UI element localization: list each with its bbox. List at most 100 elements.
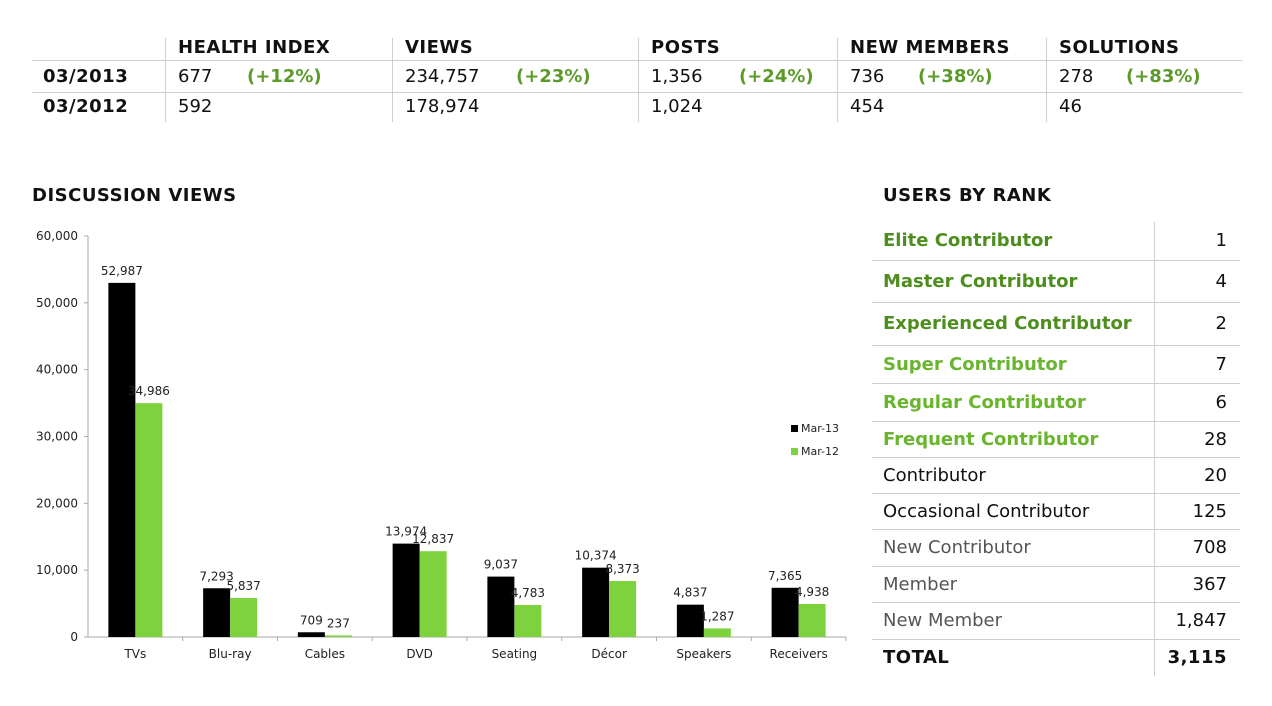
rank-column-divider xyxy=(1154,384,1155,421)
bar-mar-12-6 xyxy=(703,628,731,637)
views-2013: 234,757 xyxy=(405,66,480,87)
rank-count: 1 xyxy=(1215,230,1227,251)
data-label: 237 xyxy=(327,616,350,630)
rank-count: 2 xyxy=(1215,313,1227,334)
x-tick-label: Décor xyxy=(591,647,627,661)
bar-mar-13-1 xyxy=(203,588,231,637)
data-label: 7,365 xyxy=(768,569,802,583)
rank-name: Master Contributor xyxy=(883,270,1078,292)
row-label-2012: 03/2012 xyxy=(43,96,129,117)
header-health-index: HEALTH INDEX xyxy=(178,37,331,58)
new-members-2012: 454 xyxy=(850,96,885,117)
stats-col-divider xyxy=(837,38,838,122)
legend-label: Mar-13 xyxy=(801,422,839,435)
rank-count: 367 xyxy=(1192,573,1227,595)
data-label: 12,837 xyxy=(412,532,454,546)
rank-name: Super Contributor xyxy=(883,353,1067,375)
rank-row: Contributor 20 xyxy=(872,458,1240,494)
solutions-change: (+83%) xyxy=(1126,66,1201,87)
rank-column-divider xyxy=(1154,422,1155,457)
discussion-views-title: DISCUSSION VIEWS xyxy=(32,185,237,206)
rank-total-label: TOTAL xyxy=(883,647,950,668)
rank-row: Regular Contributor 6 xyxy=(872,384,1240,422)
bar-mar-12-3 xyxy=(419,551,447,637)
bar-mar-12-0 xyxy=(135,403,163,637)
y-tick-label: 0 xyxy=(70,630,78,644)
rank-row: Master Contributor 4 xyxy=(872,261,1240,303)
rank-row: Elite Contributor 1 xyxy=(872,222,1240,261)
bar-mar-13-4 xyxy=(487,576,515,637)
y-tick-label: 60,000 xyxy=(36,229,78,243)
row-label-2013: 03/2013 xyxy=(43,66,129,87)
rank-column-divider xyxy=(1154,346,1155,383)
bar-mar-12-7 xyxy=(798,603,826,637)
data-label: 34,986 xyxy=(128,384,170,398)
rank-name: New Member xyxy=(883,610,1003,631)
bar-mar-13-5 xyxy=(582,567,610,637)
x-tick-label: Receivers xyxy=(770,647,828,661)
solutions-2013: 278 xyxy=(1059,66,1094,87)
bar-mar-13-0 xyxy=(108,282,136,637)
data-label: 9,037 xyxy=(484,558,518,572)
rank-column-divider xyxy=(1154,303,1155,345)
data-label: 8,373 xyxy=(605,562,639,576)
legend-swatch-mar-13 xyxy=(791,425,798,432)
rank-name: Contributor xyxy=(883,464,986,486)
rank-name: Regular Contributor xyxy=(883,391,1086,413)
rank-name: Elite Contributor xyxy=(883,230,1053,251)
rank-count: 1,847 xyxy=(1175,610,1227,631)
bar-mar-13-2 xyxy=(297,632,325,637)
y-tick-label: 30,000 xyxy=(36,430,78,444)
rank-row: Super Contributor 7 xyxy=(872,346,1240,384)
bar-mar-12-1 xyxy=(230,597,258,637)
x-tick-label: Blu-ray xyxy=(209,647,252,661)
rank-row: New Contributor 708 xyxy=(872,530,1240,567)
y-tick-label: 20,000 xyxy=(36,496,78,510)
rank-count: 4 xyxy=(1215,270,1227,292)
rank-column-divider xyxy=(1154,458,1155,493)
x-tick-label: TVs xyxy=(123,647,146,661)
rank-count: 6 xyxy=(1215,391,1227,413)
rank-name: Member xyxy=(883,573,958,595)
x-tick-label: Speakers xyxy=(676,647,731,661)
bar-mar-13-3 xyxy=(392,543,420,637)
y-tick-label: 10,000 xyxy=(36,563,78,577)
data-label: 13,974 xyxy=(385,525,427,539)
y-tick-label: 40,000 xyxy=(36,363,78,377)
header-solutions: SOLUTIONS xyxy=(1059,37,1180,58)
rank-column-divider xyxy=(1154,222,1155,260)
views-change: (+23%) xyxy=(516,66,591,87)
rank-column-divider xyxy=(1154,261,1155,302)
rank-name: New Contributor xyxy=(883,537,1031,558)
y-tick-label: 50,000 xyxy=(36,296,78,310)
data-label: 1,287 xyxy=(700,609,734,623)
health-index-2012: 592 xyxy=(178,96,213,117)
new-members-2013: 736 xyxy=(850,66,885,87)
rank-name: Occasional Contributor xyxy=(883,500,1090,522)
rank-count: 7 xyxy=(1215,353,1227,375)
posts-2012: 1,024 xyxy=(651,96,703,117)
rank-name: Frequent Contributor xyxy=(883,428,1099,450)
x-tick-label: Seating xyxy=(492,647,538,661)
rank-row: Experienced Contributor 2 xyxy=(872,303,1240,346)
rank-count: 20 xyxy=(1204,464,1227,486)
solutions-2012: 46 xyxy=(1059,96,1082,117)
data-label: 709 xyxy=(300,613,323,627)
posts-change: (+24%) xyxy=(739,66,814,87)
header-posts: POSTS xyxy=(651,37,721,58)
rank-column-divider xyxy=(1154,494,1155,529)
users-by-rank-table: Elite Contributor 1 Master Contributor 4 Exp… xyxy=(872,222,1240,676)
data-label: 4,837 xyxy=(673,586,707,600)
rank-row: Occasional Contributor 125 xyxy=(872,494,1240,530)
legend-label: Mar-12 xyxy=(801,445,839,458)
rank-column-divider xyxy=(1154,530,1155,566)
stats-row-divider xyxy=(32,92,1242,93)
discussion-views-chart: 0 10,000 20,000 30,000 40,000 50,000 60,000 52,… xyxy=(36,229,847,661)
rank-column-divider xyxy=(1154,567,1155,602)
data-label: 52,987 xyxy=(101,264,143,278)
rank-row: Frequent Contributor 28 xyxy=(872,422,1240,458)
data-label: 4,783 xyxy=(511,586,545,600)
rank-count: 28 xyxy=(1204,428,1227,450)
data-label: 4,938 xyxy=(795,585,829,599)
legend-swatch-mar-12 xyxy=(791,448,798,455)
